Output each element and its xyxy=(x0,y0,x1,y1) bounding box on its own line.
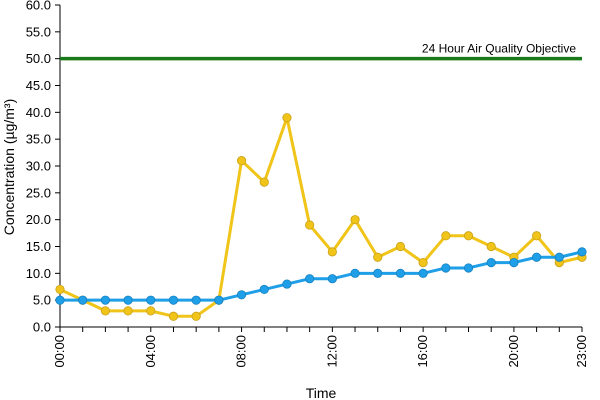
data-point xyxy=(191,311,201,321)
y-tick-label: 45.0 xyxy=(26,78,51,93)
y-tick-label: 0.0 xyxy=(33,320,51,335)
data-point xyxy=(441,231,451,241)
y-tick-label: 20.0 xyxy=(26,212,51,227)
data-point xyxy=(146,306,156,316)
data-point xyxy=(305,220,315,230)
data-point xyxy=(305,274,315,284)
data-point xyxy=(350,215,360,225)
data-point xyxy=(463,263,474,273)
y-tick-label: 60.0 xyxy=(26,0,51,13)
data-point xyxy=(441,263,451,273)
data-point xyxy=(418,268,428,278)
data-point xyxy=(168,311,179,321)
series-line xyxy=(59,116,583,318)
plot-area: 0.0 5.0 10.0 15.0 20.0 25.0 30.0 35.0 40.0 45.0 50… xyxy=(26,0,589,368)
y-tick-label: 30.0 xyxy=(26,159,51,174)
y-tick-label: 55.0 xyxy=(26,24,51,39)
data-point xyxy=(418,257,428,268)
series-line xyxy=(60,250,583,302)
y-tick-label: 40.0 xyxy=(26,105,51,120)
x-tick-label: 04:00 xyxy=(143,335,158,368)
data-point xyxy=(554,252,564,262)
x-tick-label: 12:00 xyxy=(324,335,339,368)
data-point xyxy=(100,306,110,316)
data-point xyxy=(463,231,474,241)
data-point xyxy=(146,295,156,305)
data-point xyxy=(123,295,133,305)
data-point xyxy=(509,257,519,268)
y-tick-label: 50.0 xyxy=(26,51,51,66)
data-point xyxy=(532,231,542,241)
data-point xyxy=(327,247,337,257)
data-point xyxy=(395,241,406,252)
data-point xyxy=(577,247,587,257)
series-0 xyxy=(55,113,587,321)
x-axis-title: Time xyxy=(306,385,337,400)
y-tick-label: 35.0 xyxy=(26,132,51,147)
y-tick-label: 15.0 xyxy=(26,239,51,254)
data-point xyxy=(373,268,383,278)
x-tick-label: 00:00 xyxy=(52,335,67,368)
data-point xyxy=(282,279,292,289)
data-point xyxy=(350,268,360,278)
data-point xyxy=(259,284,269,295)
y-axis-title: Concentration (µg/m³) xyxy=(1,99,17,235)
x-tick-label: 23:00 xyxy=(574,335,589,368)
data-point xyxy=(532,252,542,262)
y-tick-label: 25.0 xyxy=(26,185,51,200)
data-point xyxy=(55,295,65,305)
x-tick-label: 16:00 xyxy=(415,335,430,368)
data-point xyxy=(236,156,247,166)
x-tick-label: 08:00 xyxy=(234,335,249,368)
data-point xyxy=(214,295,224,305)
data-point xyxy=(168,295,179,305)
y-tick-label: 10.0 xyxy=(26,266,51,281)
x-tick-label: 20:00 xyxy=(506,335,521,368)
data-point xyxy=(282,113,292,123)
series-1 xyxy=(55,247,587,305)
data-point xyxy=(395,268,406,278)
data-point xyxy=(55,284,65,295)
data-point xyxy=(486,257,496,268)
data-point xyxy=(327,274,337,284)
y-tick-label: 5.0 xyxy=(33,293,51,308)
data-point xyxy=(236,290,247,300)
data-point xyxy=(486,241,496,252)
data-point xyxy=(123,306,133,316)
data-point xyxy=(259,177,269,187)
reference-line-label: 24 Hour Air Quality Objective xyxy=(422,42,576,56)
data-point xyxy=(78,295,88,305)
data-point xyxy=(191,295,201,305)
data-point xyxy=(100,295,110,305)
data-point xyxy=(373,252,383,262)
